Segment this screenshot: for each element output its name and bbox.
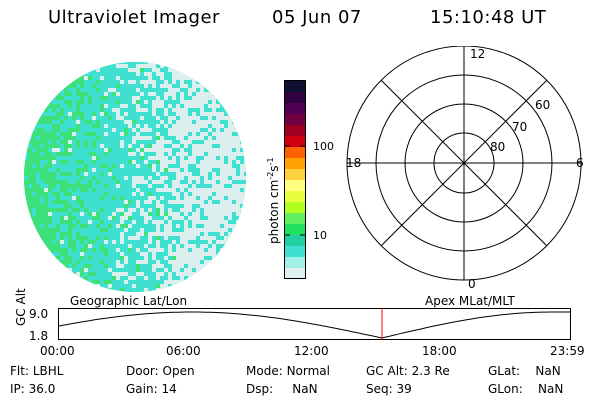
status-ip: IP: 36.0: [10, 382, 56, 396]
colorbar-tick-100: 100: [313, 140, 334, 153]
timeline-y-label: GC Alt: [14, 288, 28, 326]
polar-mlt-18: 18: [346, 156, 362, 170]
colorbar-gradient: [285, 81, 306, 280]
polar-grid: [346, 46, 582, 281]
colorbar-label: photon cm-2s-1: [266, 157, 281, 244]
colorbar-tick-10: 10: [313, 229, 327, 242]
status-gc-alt: GC Alt: 2.3 Re: [366, 364, 450, 378]
colorbar-label-s: s: [267, 165, 281, 172]
status-gain: Gain: 14: [126, 382, 177, 396]
polar-lat-80: 80: [490, 140, 506, 154]
polar-mlt-0: 0: [468, 277, 476, 291]
colorbar-label-main: photon cm: [267, 179, 281, 244]
status-glat: GLat: NaN: [488, 364, 561, 378]
timeline-left-label: Geographic Lat/Lon: [70, 294, 188, 308]
timeline-xtick-2359: 23:59: [550, 344, 585, 358]
status-seq: Seq: 39: [366, 382, 412, 396]
polar-mlt-12: 12: [470, 47, 486, 61]
timeline-xtick-0600: 06:00: [166, 344, 201, 358]
uv-image: [24, 62, 246, 292]
timeline-xtick-1800: 18:00: [422, 344, 457, 358]
polar-lat-60: 60: [535, 98, 551, 112]
instrument-title: Ultraviolet Imager: [48, 7, 220, 28]
timeline-xtick-0000: 00:00: [40, 344, 75, 358]
colorbar-label-exp1: -2: [266, 171, 275, 180]
date-label: 05 Jun 07: [272, 7, 362, 28]
status-door: Door: Open: [126, 364, 195, 378]
timeline-plot: [58, 308, 571, 340]
colorbar: [284, 80, 306, 280]
status-flt: Flt: LBHL: [10, 364, 64, 378]
polar-lat-70: 70: [512, 120, 528, 134]
status-mode: Mode: Normal: [246, 364, 330, 378]
timeline-ytick-9: 9.0: [29, 307, 49, 321]
timeline-right-label: Apex MLat/MLT: [425, 294, 515, 308]
status-glon: GLon: NaN: [488, 382, 564, 396]
status-dsp: Dsp: NaN: [246, 382, 318, 396]
polar-mlt-6: 6: [576, 156, 584, 170]
uv-image-pixels: [24, 62, 246, 292]
colorbar-label-exp2: -1: [266, 157, 275, 166]
timeline-xtick-1200: 12:00: [294, 344, 329, 358]
timeline-ytick-1-8: 1.8: [29, 329, 49, 343]
time-label: 15:10:48 UT: [430, 7, 547, 28]
altitude-curve: [58, 311, 570, 339]
